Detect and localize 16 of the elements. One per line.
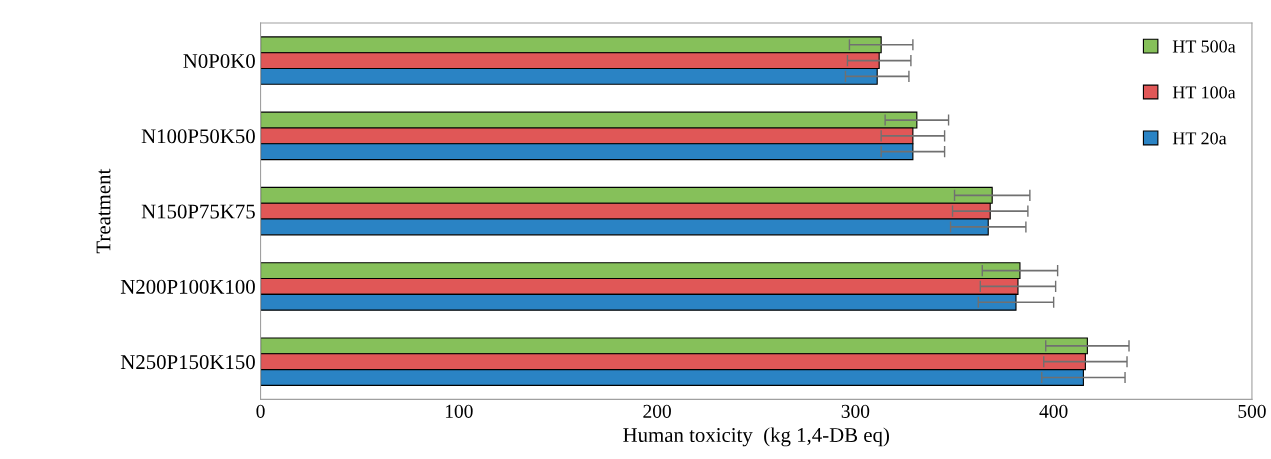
x-tick-label: 100 bbox=[445, 404, 473, 418]
x-tick-label: 200 bbox=[643, 404, 671, 418]
legend-label: HT 500a bbox=[1172, 40, 1236, 53]
x-tick-label: 0 bbox=[256, 404, 265, 418]
x-tick-label: 400 bbox=[1039, 404, 1068, 418]
y-tick-label: N150P75K75 bbox=[141, 204, 255, 219]
x-axis-title: Human toxicity (kg 1,4-DB eq) bbox=[623, 427, 889, 447]
y-tick-label: N100P50K50 bbox=[141, 129, 255, 144]
y-tick-label: N250P150K150 bbox=[120, 355, 255, 370]
legend-label: HT 20a bbox=[1172, 132, 1227, 145]
x-tick-label: 500 bbox=[1238, 404, 1266, 418]
y-tick-label: N200P100K100 bbox=[120, 279, 255, 294]
y-axis-title: Treatment bbox=[96, 168, 111, 254]
x-tick-label: 300 bbox=[841, 404, 870, 418]
y-tick-label: N0P0K0 bbox=[183, 53, 255, 69]
legend-label: HT 100a bbox=[1172, 86, 1236, 99]
